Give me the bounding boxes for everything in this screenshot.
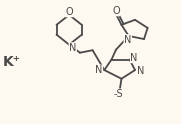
Text: O: O: [112, 6, 120, 16]
Text: N: N: [95, 65, 103, 75]
Text: N: N: [69, 43, 76, 53]
Text: N: N: [130, 53, 138, 63]
Text: K⁺: K⁺: [2, 55, 20, 69]
Text: N: N: [137, 66, 144, 76]
Text: O: O: [65, 7, 73, 17]
Text: -S: -S: [114, 89, 124, 99]
Text: N: N: [124, 35, 131, 45]
